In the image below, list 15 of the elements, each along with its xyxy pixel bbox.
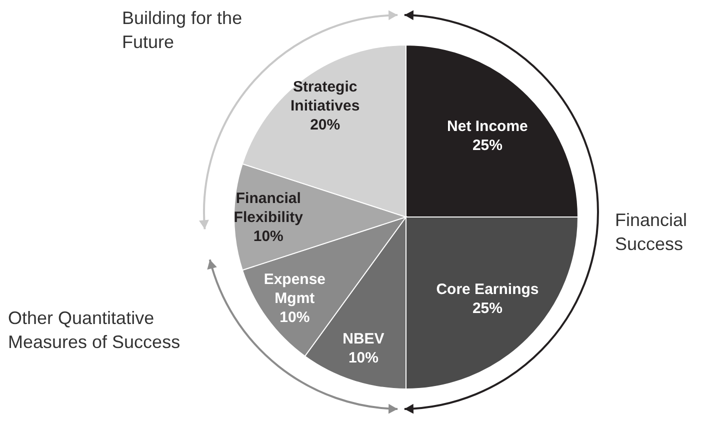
slice-label: Financial Flexibility	[234, 190, 304, 226]
data-label: 10%	[280, 308, 310, 326]
slice-label: Expense Mgmt	[264, 270, 326, 307]
data-label: 10%	[253, 228, 284, 245]
data-label: 25%	[472, 137, 503, 154]
slice-label: Net Income	[447, 118, 528, 136]
slice-label: Strategic Initiatives	[290, 78, 360, 115]
text: Financial Success	[615, 209, 688, 256]
data-label: 10%	[348, 349, 378, 366]
text: Other Quantitative Measures of Success	[8, 307, 182, 354]
data-label: 20%	[310, 116, 340, 134]
text: Building for the Future	[122, 7, 244, 54]
slice-label: Core Earnings	[436, 280, 539, 298]
data-label: 25%	[472, 300, 503, 317]
slice-label: NBEV	[342, 330, 384, 348]
